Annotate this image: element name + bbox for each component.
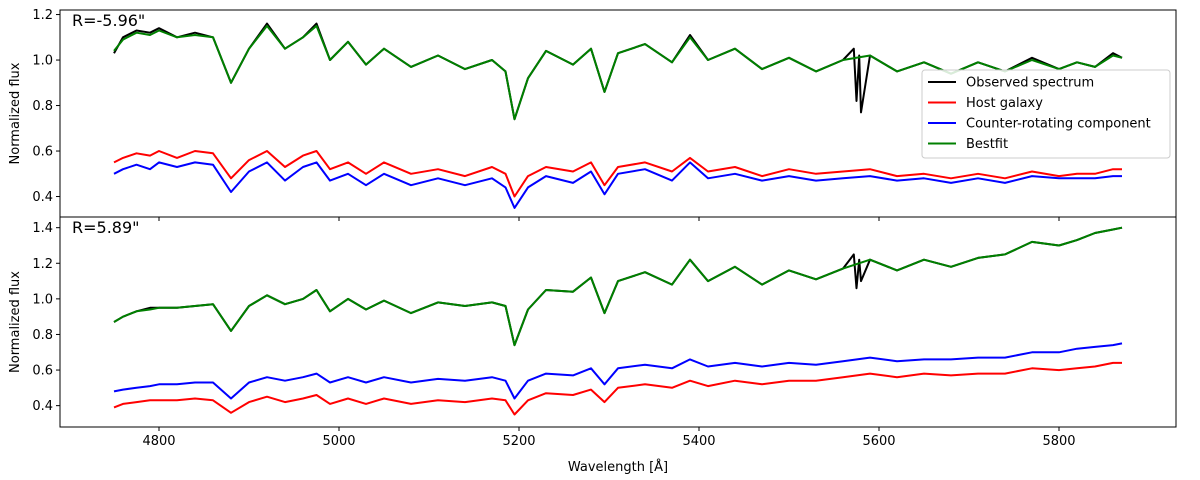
x-tick-label: 5600 <box>862 434 895 449</box>
x-tick-label: 5000 <box>322 434 355 449</box>
series-line-host-galaxy <box>113 150 1122 198</box>
series-line-counter-rotating-component <box>113 342 1123 400</box>
x-tick-label: 5200 <box>502 434 535 449</box>
series-line-host-galaxy <box>113 361 1122 416</box>
y-tick-label: 0.6 <box>32 364 53 379</box>
panel-label: R=5.89" <box>72 218 140 237</box>
y-axis-label: Normalized flux <box>8 271 23 373</box>
x-tick-label: 4800 <box>142 434 175 449</box>
x-tick-label: 5800 <box>1042 434 1075 449</box>
y-tick-label: 1.0 <box>32 292 53 307</box>
y-tick-label: 1.4 <box>32 221 53 236</box>
y-axis-label: Normalized flux <box>8 62 23 164</box>
legend-entry: Observed spectrum <box>966 76 1094 91</box>
y-tick-label: 0.6 <box>32 145 53 160</box>
legend-entry: Host galaxy <box>966 96 1043 111</box>
plot-frame <box>59 216 1177 428</box>
series-line-counter-rotating-component <box>113 161 1122 209</box>
top-panel: 0.4 0.6 0.8 1.0 1.2 Normalized flux R=-5.96" Ob… <box>8 8 1177 221</box>
y-tick-label: 0.4 <box>32 399 53 414</box>
legend-box <box>921 69 1171 159</box>
bottom-panel: 0.4 0.6 0.8 1.0 1.2 1.4 4800 5000 5200 5400 5600 58… <box>8 216 1177 449</box>
y-tick-label: 1.0 <box>32 54 53 69</box>
x-tick-label: 5400 <box>682 434 715 449</box>
series-line-observed-spectrum <box>113 226 1123 347</box>
series-line-bestfit <box>113 226 1123 347</box>
y-tick-label: 0.8 <box>32 328 53 343</box>
y-tick-label: 1.2 <box>32 8 53 23</box>
legend-entry: Counter-rotating component <box>966 117 1151 132</box>
x-axis-label: Wavelength [Å] <box>568 459 668 475</box>
y-tick-label: 1.2 <box>32 257 53 272</box>
legend-entry: Bestfit <box>966 137 1008 152</box>
y-tick-label: 0.8 <box>32 99 53 114</box>
y-tick-label: 0.4 <box>32 190 53 205</box>
panel-label: R=-5.96" <box>72 11 145 30</box>
